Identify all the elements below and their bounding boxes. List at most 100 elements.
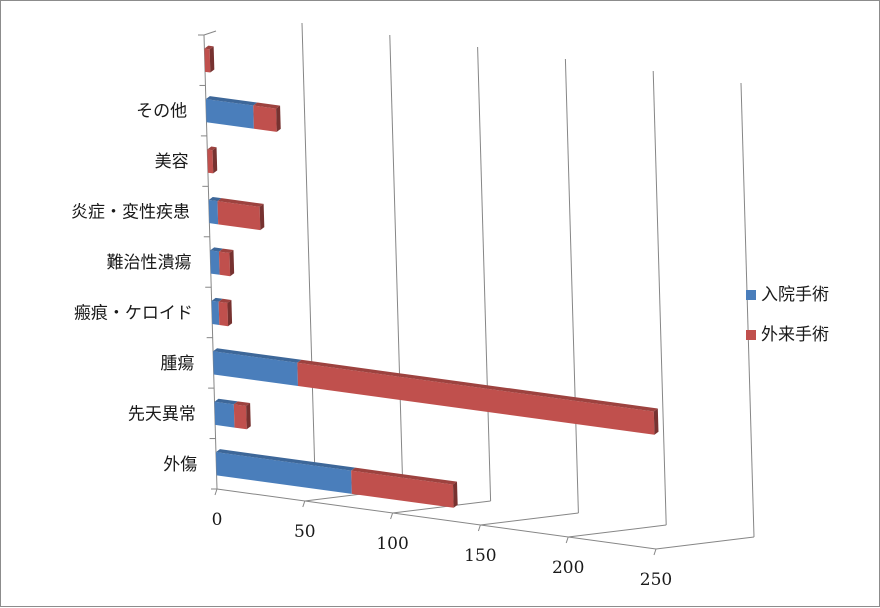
bar-segment: [218, 298, 233, 327]
bar-segment: [205, 96, 258, 129]
x-tick-labels: 0 50 100 150 200 250: [212, 510, 673, 590]
bar-segment: [208, 196, 222, 225]
bar-top-face: [205, 96, 258, 106]
value-tick-mark: [477, 524, 481, 532]
gridline: [389, 34, 404, 490]
category-labels: 外傷 先天異常 腫瘍 瘢痕・ケロイド 難治性潰瘍 炎症・変性疾患 美容 その他: [71, 102, 197, 475]
bar-segment: [351, 467, 458, 508]
bar-top-face: [218, 298, 232, 304]
gridline: [301, 22, 316, 478]
bar-top-face: [204, 45, 214, 50]
bar-top-face: [207, 146, 217, 151]
floor-gridline: [480, 512, 579, 526]
bar-segment: [218, 248, 235, 277]
gridline: [564, 58, 579, 514]
bar-end-face: [212, 147, 218, 174]
bar-end-face: [453, 481, 458, 508]
category-label: 炎症・変性疾患: [71, 203, 190, 223]
value-tick-mark: [565, 536, 569, 544]
value-tick-mark: [390, 512, 394, 520]
gridlines: [301, 22, 755, 550]
bar-segment: [233, 401, 251, 430]
bar-top-face: [218, 248, 234, 254]
bar-front-face: [210, 250, 220, 275]
bar-segment: [297, 359, 659, 435]
bar-end-face: [229, 250, 235, 277]
bar-segment: [213, 348, 302, 387]
bar-top-face: [297, 359, 658, 412]
legend-label: 入院手術: [761, 285, 829, 305]
floor-gridline: [392, 500, 491, 514]
bar-front-face: [208, 199, 219, 225]
bar-front-face: [211, 300, 220, 326]
x-tick-label: 150: [464, 546, 496, 566]
bar-end-face: [227, 300, 233, 327]
floor-gridline: [655, 536, 755, 550]
bar-segment: [214, 398, 238, 428]
bar-front-face: [233, 404, 247, 430]
gridline: [740, 82, 755, 538]
category-label: 難治性潰瘍: [107, 253, 192, 273]
value-axis: [216, 488, 657, 550]
bar-end-face: [653, 408, 659, 435]
legend-swatch: [746, 330, 756, 340]
floor-gridline: [568, 524, 667, 538]
gridline: [477, 46, 492, 502]
bar-front-face: [214, 401, 235, 428]
value-tick-mark: [653, 548, 657, 556]
bar-end-face: [259, 203, 265, 231]
bar-top-face: [217, 198, 264, 207]
bar-end-face: [209, 46, 215, 73]
category-label: その他: [136, 102, 187, 122]
x-tick-label: 50: [294, 522, 316, 542]
bar-segment: [207, 146, 218, 174]
bar-top-face: [208, 196, 222, 202]
bars: [204, 45, 659, 508]
x-tick-label: 200: [552, 558, 584, 578]
x-tick-label: 100: [376, 534, 408, 554]
bar-segment: [215, 449, 356, 494]
bar-top-face: [213, 348, 302, 363]
x-tick-label: 250: [640, 570, 672, 590]
bar-front-face: [204, 48, 211, 73]
bar-segment: [217, 198, 265, 231]
bar-segment: [253, 102, 281, 132]
category-label: 外傷: [163, 455, 197, 475]
category-axis-top-edge: [203, 30, 217, 36]
bar-front-face: [207, 149, 214, 174]
category-label: 腫瘍: [160, 354, 194, 374]
bar-top-face: [211, 297, 223, 302]
bar-front-face: [217, 201, 261, 231]
bar-top-face: [214, 398, 238, 405]
bar-front-face: [351, 470, 454, 508]
bar-segment: [211, 297, 223, 326]
bar-front-face: [218, 251, 231, 277]
x-tick-label: 0: [212, 510, 223, 530]
category-label: 美容: [155, 152, 189, 172]
bar-top-face: [215, 449, 356, 471]
value-tick-mark: [214, 488, 218, 496]
bar-top-face: [351, 467, 458, 485]
category-label: 先天異常: [128, 404, 196, 424]
gridline: [652, 70, 667, 526]
bar-front-face: [213, 351, 299, 387]
legend-label: 外来手術: [761, 325, 829, 345]
bar-segment: [210, 247, 223, 275]
bar-top-face: [253, 102, 281, 109]
bar-front-face: [218, 301, 229, 327]
value-tick-mark: [302, 500, 306, 508]
bar-front-face: [253, 105, 277, 132]
bar-front-face: [297, 362, 655, 435]
bar-top-face: [210, 247, 223, 252]
legend-swatch: [746, 290, 756, 300]
bar-front-face: [205, 99, 254, 129]
bar-top-face: [233, 401, 251, 407]
bar-end-face: [246, 403, 251, 430]
bar-end-face: [276, 105, 281, 132]
category-label: 瘢痕・ケロイド: [74, 303, 193, 323]
bar-front-face: [215, 452, 352, 494]
bar-segment: [204, 45, 215, 73]
